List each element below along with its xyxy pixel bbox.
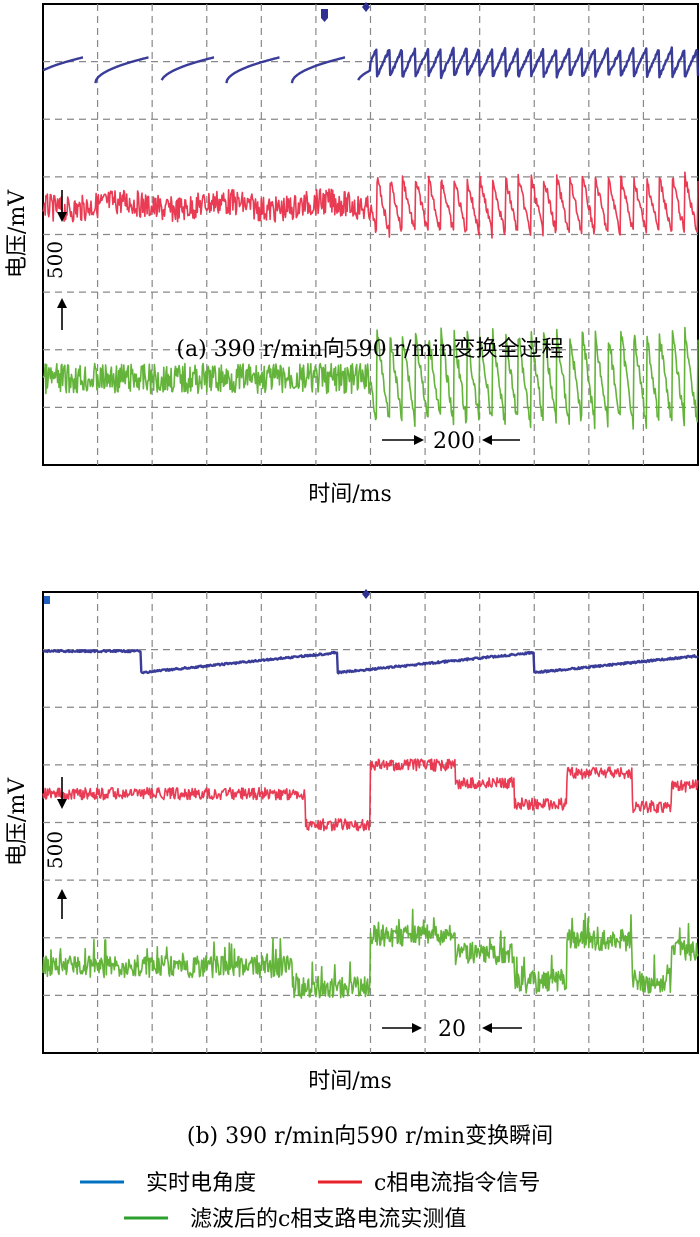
x-axis-label-a: 时间/ms <box>308 482 392 507</box>
panel-b: 500 20 电压/mV 时间/ms (b) 390 r/min向590 r/m… <box>5 589 699 1149</box>
legend-label-command: c相电流指令信号 <box>374 1171 540 1196</box>
traces-a <box>42 46 700 430</box>
time-marker-icon <box>362 2 370 12</box>
time-marker-b-icon <box>362 589 370 599</box>
panel-a: 500 200 电压/mV 时间/ms (a) 390 r/min向590 r/… <box>5 2 700 507</box>
legend-label-measured: 滤波后的c相支路电流实测值 <box>190 1207 466 1232</box>
x-axis-label-b: 时间/ms <box>308 1069 392 1094</box>
y-scale-marker-b <box>57 777 67 919</box>
trace-angle-0 <box>290 56 346 84</box>
trace-angle-1 <box>42 649 699 675</box>
trace-command-0 <box>42 171 699 239</box>
legend-label-angle: 实时电角度 <box>146 1171 256 1196</box>
y-axis-label-a: 电压/mV <box>5 189 30 278</box>
trace-measured-0 <box>42 326 699 430</box>
caption-b: (b) 390 r/min向590 r/min变换瞬间 <box>187 1124 553 1149</box>
trace-angle-0 <box>42 56 84 72</box>
legend: 实时电角度 c相电流指令信号 滤波后的c相支路电流实测值 <box>80 1171 540 1232</box>
trace-command-1 <box>42 758 699 832</box>
y-scale-label-b: 500 <box>43 831 67 869</box>
x-scale-label-a: 200 <box>433 429 475 454</box>
trace-angle-0 <box>225 56 280 84</box>
trace-angle-0 <box>160 56 215 81</box>
trigger-marker-icon <box>321 9 328 22</box>
channel-marker-icon <box>44 596 50 604</box>
trace-angle-0 <box>357 46 700 81</box>
x-scale-marker-a <box>382 435 520 445</box>
traces-b <box>42 649 699 999</box>
trace-measured-1 <box>42 908 699 999</box>
y-axis-label-b: 电压/mV <box>5 777 30 866</box>
x-scale-label-b: 20 <box>438 1017 466 1042</box>
caption-a: (a) 390 r/min向590 r/min变换全过程 <box>176 337 563 362</box>
y-scale-marker-a <box>57 190 67 330</box>
y-scale-label-a: 500 <box>43 241 67 279</box>
trace-angle-0 <box>94 56 149 84</box>
x-scale-marker-b <box>382 1023 522 1033</box>
